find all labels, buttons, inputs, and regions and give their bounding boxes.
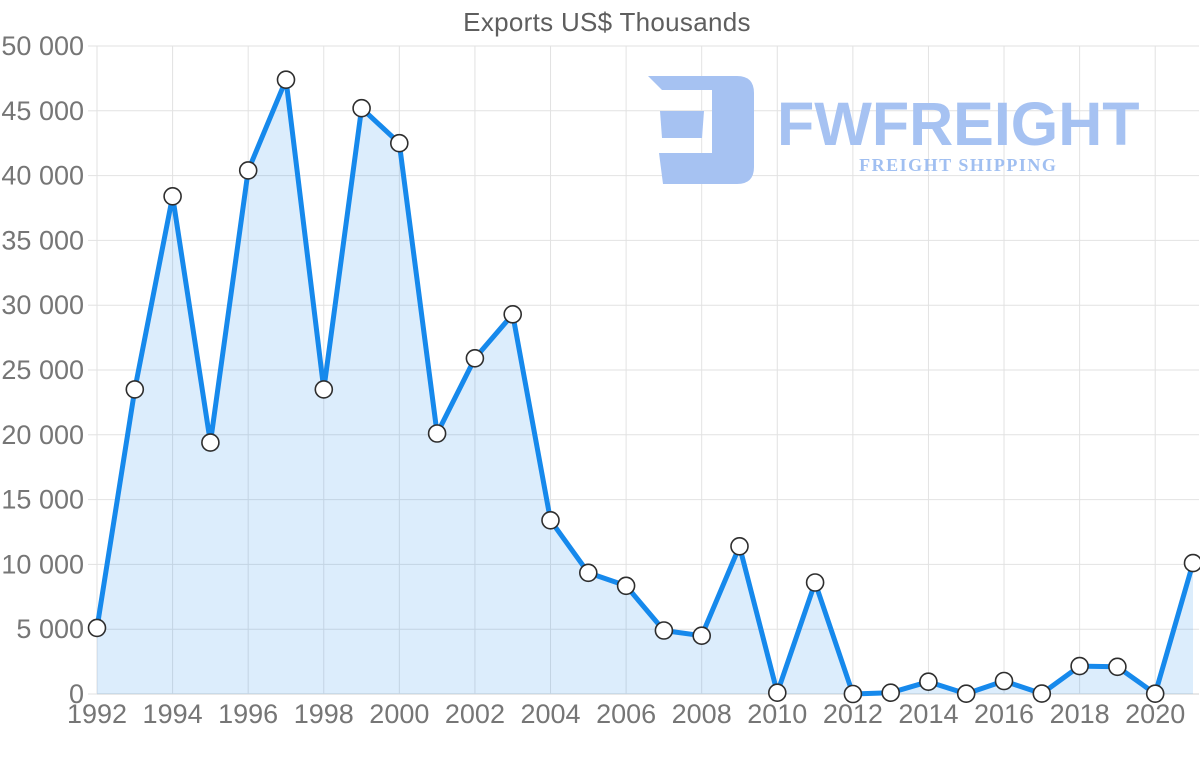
data-point-2002[interactable] xyxy=(465,348,485,368)
data-point-1995[interactable] xyxy=(201,433,220,452)
y-tick-label: 45 000 xyxy=(1,96,84,126)
data-point-2003[interactable] xyxy=(503,304,523,324)
x-tick-label: 2000 xyxy=(369,699,429,729)
x-tick-label: 2020 xyxy=(1125,699,1185,729)
data-point-2010[interactable] xyxy=(767,683,787,703)
x-tick-label: 1998 xyxy=(294,699,354,729)
x-tick-label: 2002 xyxy=(445,699,505,729)
data-point-1994[interactable] xyxy=(163,187,182,206)
data-point-2009[interactable] xyxy=(730,536,749,556)
data-point-2007[interactable] xyxy=(654,621,674,640)
data-point-2021[interactable] xyxy=(1183,553,1200,573)
y-tick-label: 0 xyxy=(69,679,84,709)
x-tick-label: 2012 xyxy=(823,699,883,729)
y-axis-labels: 0 5 000 10 000 15 000 20 000 25 000 30 000 35 0… xyxy=(1,31,84,709)
x-tick-label: 2016 xyxy=(974,699,1034,729)
y-tick-label: 20 000 xyxy=(1,420,84,450)
y-tick-label: 50 000 xyxy=(1,31,84,61)
x-tick-label: 2018 xyxy=(1050,699,1110,729)
data-point-2014[interactable] xyxy=(919,672,938,692)
data-point-1998[interactable] xyxy=(314,380,334,399)
data-point-2018[interactable] xyxy=(1070,656,1089,676)
y-tick-label: 5 000 xyxy=(16,614,84,644)
data-point-2011[interactable] xyxy=(805,573,825,592)
data-point-1997[interactable] xyxy=(276,70,296,89)
x-tick-label: 1994 xyxy=(143,699,203,729)
x-tick-label: 1992 xyxy=(67,699,127,729)
x-tick-label: 2010 xyxy=(747,699,807,729)
data-point-2020[interactable] xyxy=(1145,684,1165,704)
data-point-2000[interactable] xyxy=(389,133,409,153)
y-tick-label: 25 000 xyxy=(1,355,84,385)
x-axis-labels: 1992 1994 1996 1998 2000 2002 2004 2006 2008 2010… xyxy=(67,699,1185,729)
y-tick-label: 15 000 xyxy=(1,485,84,515)
data-point-2017[interactable] xyxy=(1032,684,1052,703)
data-point-1999[interactable] xyxy=(352,98,371,118)
data-point-2001[interactable] xyxy=(427,424,447,443)
chart-title: Exports US$ Thousands xyxy=(463,7,751,37)
data-point-2005[interactable] xyxy=(578,563,598,583)
data-point-2013[interactable] xyxy=(881,683,901,703)
data-point-2004[interactable] xyxy=(541,510,560,530)
data-points xyxy=(87,70,1200,704)
y-tick-label: 10 000 xyxy=(1,549,84,579)
data-point-1992[interactable] xyxy=(87,618,107,638)
gridlines xyxy=(88,45,1199,695)
data-point-1996[interactable] xyxy=(238,161,258,180)
x-tick-label: 2004 xyxy=(520,699,580,729)
y-tick-label: 40 000 xyxy=(1,161,84,191)
series-area xyxy=(97,79,1193,694)
x-tick-label: 2006 xyxy=(596,699,656,729)
data-point-2012[interactable] xyxy=(843,684,863,704)
y-tick-label: 30 000 xyxy=(1,290,84,320)
data-point-2006[interactable] xyxy=(616,576,636,596)
data-point-2015[interactable] xyxy=(956,684,976,704)
x-tick-label: 2008 xyxy=(672,699,732,729)
x-tick-label: 2014 xyxy=(898,699,958,729)
data-point-1993[interactable] xyxy=(125,380,145,399)
x-tick-label: 1996 xyxy=(218,699,278,729)
data-point-2016[interactable] xyxy=(994,671,1014,691)
y-tick-label: 35 000 xyxy=(1,225,84,255)
data-point-2008[interactable] xyxy=(692,626,712,646)
data-point-2019[interactable] xyxy=(1108,657,1127,677)
